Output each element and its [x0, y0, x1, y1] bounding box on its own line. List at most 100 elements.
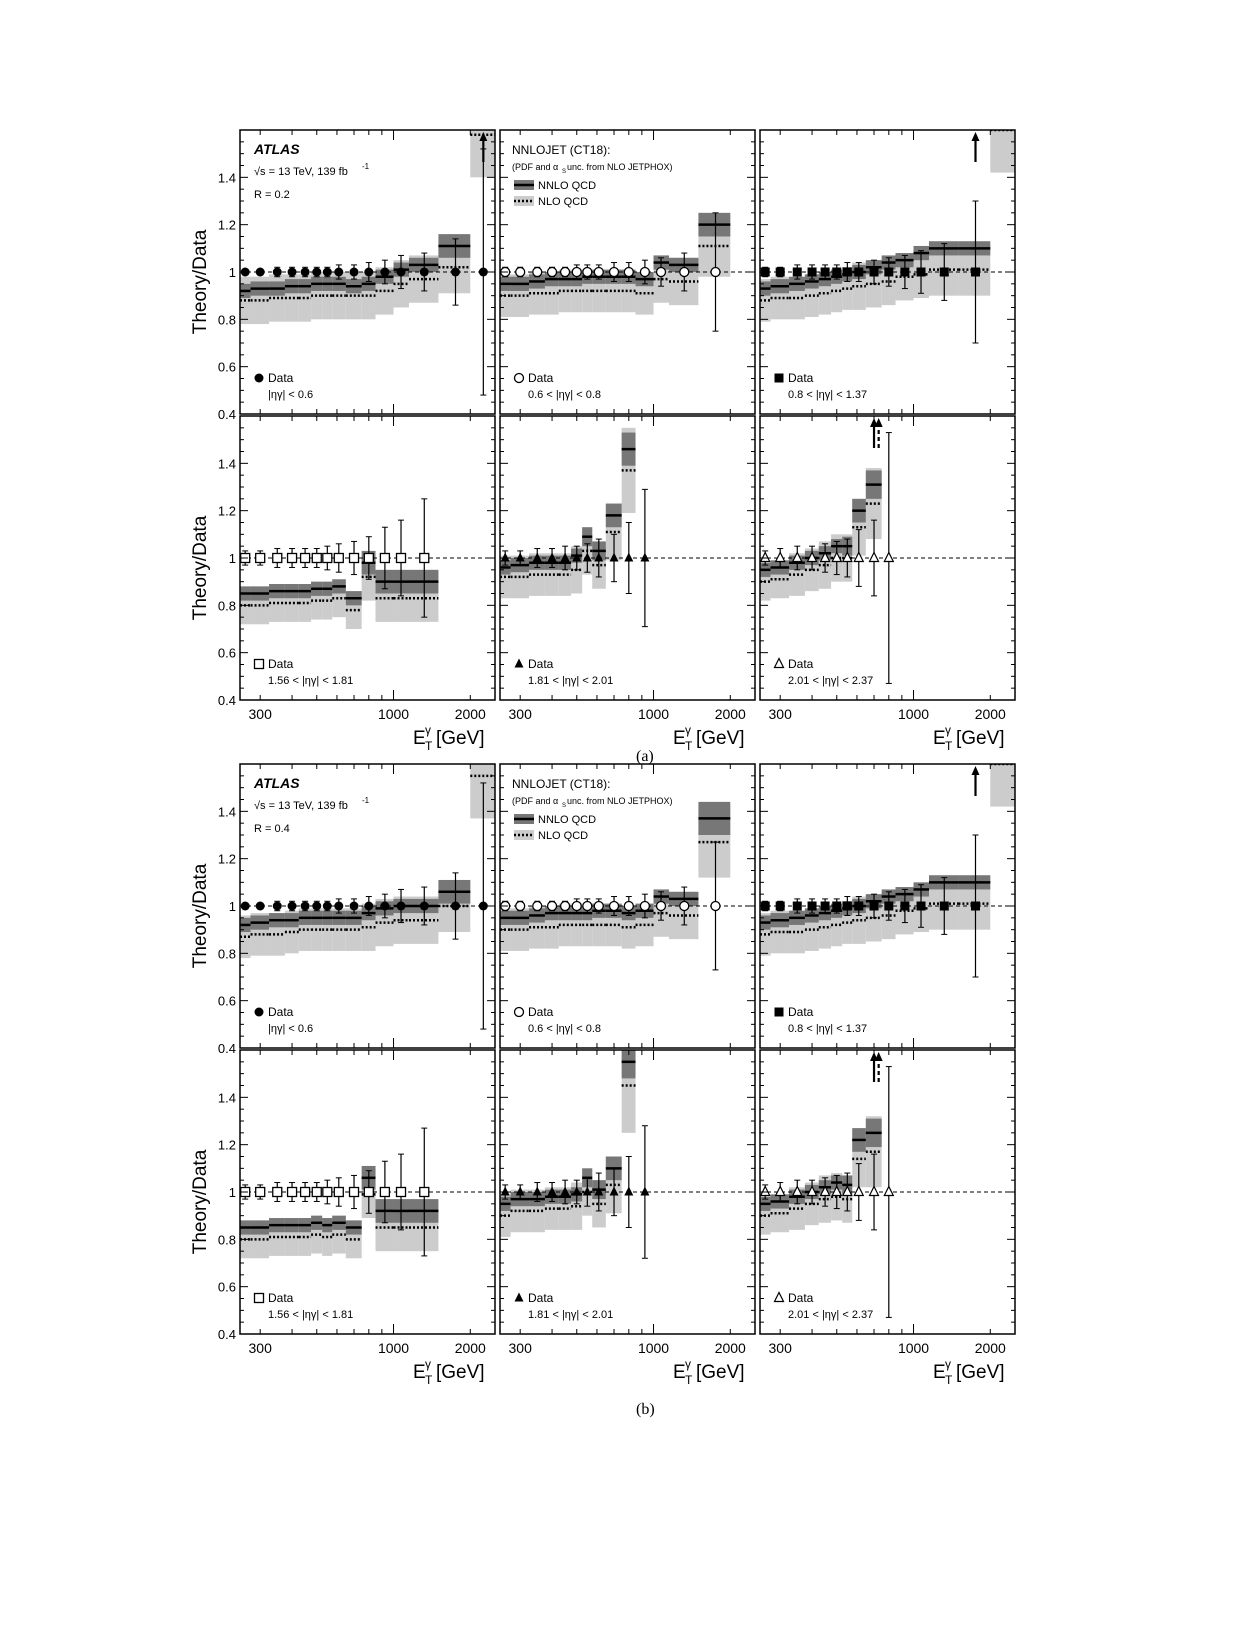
legend-data-label: Data [268, 657, 294, 671]
legend-subtitle-b: unc. from NLO JETPHOX) [567, 796, 673, 806]
data-point [773, 657, 785, 669]
data-point [322, 552, 333, 564]
offscale-arrowhead [874, 418, 883, 427]
data-point [532, 900, 543, 912]
data-point [582, 900, 593, 912]
data-point [571, 266, 582, 278]
x-tick-label: 2000 [715, 706, 746, 722]
data-point [791, 1185, 803, 1197]
plot-area [760, 130, 1015, 344]
data-point [841, 551, 853, 563]
nnlo-band [621, 1050, 636, 1079]
legend-title: NNLOJET (CT18): [512, 777, 610, 791]
data-point [299, 552, 311, 564]
data-point [478, 267, 488, 277]
data-point [348, 552, 360, 564]
data-point [253, 1292, 265, 1304]
data-point [679, 266, 690, 278]
data-point [513, 372, 525, 384]
y-axis-label: Theory/Data [190, 863, 211, 968]
atlas-label: ATLAS [253, 775, 300, 791]
x-axis-label-unit: [GeV] [696, 1362, 745, 1383]
panel-0-0: 0.4 0.6 0.8 1 1.2 1.4 Theory/Data Data |ηγ| < 0.… [190, 129, 496, 422]
data-point [760, 1185, 771, 1197]
data-point [774, 1185, 786, 1197]
data-point [868, 551, 880, 563]
atlas-label: ATLAS [253, 141, 300, 157]
data-point [639, 266, 651, 278]
data-point [395, 1186, 407, 1198]
x-axis-label-e: E [933, 1362, 946, 1383]
plot-area [760, 432, 1015, 684]
data-point [594, 1186, 604, 1196]
data-point [775, 267, 785, 277]
x-tick-label: 2000 [455, 1340, 486, 1356]
plot-area [240, 130, 495, 396]
panel-1-0: 0.4 0.6 0.8 1 1.2 1.4 Theory/Data Data |ηγ| < 0.… [190, 763, 496, 1056]
x-tick-label: 300 [769, 1340, 793, 1356]
eta-range-label: 2.01 < |ηγ| < 2.37 [788, 675, 873, 687]
data-point [608, 266, 620, 278]
x-axis-label-e: E [933, 728, 946, 749]
data-point [334, 901, 344, 911]
data-point [900, 267, 910, 277]
data-point [419, 1186, 430, 1198]
data-point [286, 552, 298, 564]
data-point [869, 267, 879, 277]
x-axis-label-sup: γ [945, 1357, 951, 1371]
y-tick-label: 0.4 [218, 1327, 236, 1342]
radius-label: R = 0.2 [254, 189, 290, 201]
data-point [819, 1185, 831, 1197]
data-point [532, 266, 543, 278]
figure-caption-a: (a) [636, 748, 654, 765]
data-point [546, 266, 558, 278]
panel-1-1: Data 0.6 < |ηγ| < 0.8 NNLOJET (CT18): (PDF … [499, 763, 756, 1049]
eta-range-label: 0.6 < |ηγ| < 0.8 [528, 389, 601, 401]
data-point [395, 552, 407, 564]
data-point [255, 1186, 266, 1198]
y-tick-label: 1.4 [218, 456, 236, 471]
data-point [774, 373, 784, 383]
data-point [774, 551, 786, 563]
data-point [582, 552, 592, 562]
nlo-band [990, 130, 1015, 173]
data-point [322, 901, 332, 911]
data-point [819, 551, 831, 563]
x-tick-label: 1000 [898, 706, 929, 722]
x-axis-label-sub: T [945, 739, 953, 753]
plot-area [500, 1050, 755, 1259]
x-axis-label-sub: T [685, 739, 693, 753]
data-point [396, 901, 406, 911]
data-point [547, 552, 557, 562]
legend-data-label: Data [788, 371, 814, 385]
panel-0-2: Data 0.8 < |ηγ| < 1.37 [759, 129, 1016, 415]
data-point [806, 1185, 818, 1197]
legend-subtitle-s: S [562, 803, 566, 809]
data-point [500, 552, 510, 562]
legend-subtitle-s: S [562, 169, 566, 175]
plot-area [500, 801, 755, 971]
data-point [883, 1185, 895, 1197]
x-axis-label-sub: T [425, 1373, 433, 1387]
plot-area [760, 764, 1015, 978]
data-point [272, 1186, 283, 1198]
data-point [380, 267, 390, 277]
data-point [842, 267, 852, 277]
x-tick-label: 300 [769, 706, 793, 722]
x-axis-label-unit: [GeV] [956, 728, 1005, 749]
data-point [419, 552, 430, 564]
data-point [655, 266, 667, 278]
data-point [311, 552, 322, 564]
x-tick-label: 2000 [715, 1340, 746, 1356]
eta-range-label: 0.8 < |ηγ| < 1.37 [788, 1023, 867, 1035]
x-axis-label-e: E [673, 1362, 686, 1383]
x-axis-label-unit: [GeV] [956, 1362, 1005, 1383]
x-tick-label: 2000 [975, 1340, 1006, 1356]
data-point [515, 552, 525, 562]
data-point [380, 901, 390, 911]
data-point [900, 901, 910, 911]
